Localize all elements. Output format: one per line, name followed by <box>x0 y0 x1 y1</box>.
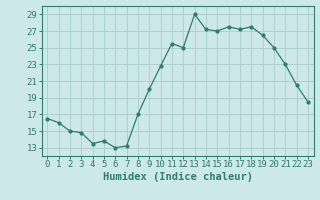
X-axis label: Humidex (Indice chaleur): Humidex (Indice chaleur) <box>103 172 252 182</box>
